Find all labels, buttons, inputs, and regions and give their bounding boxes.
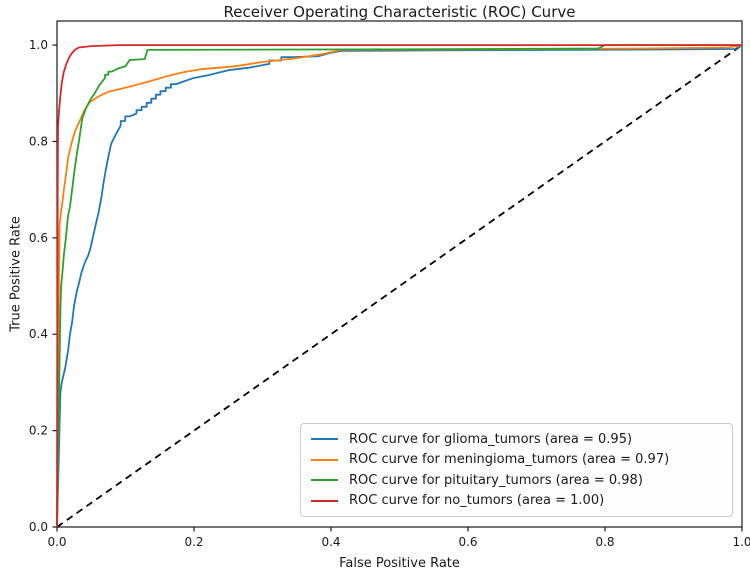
legend-line-sample bbox=[311, 479, 338, 482]
chance-diagonal-line bbox=[56, 44, 743, 528]
legend-label: ROC curve for glioma_tumors (area = 0.95… bbox=[349, 431, 633, 447]
legend-line-sample bbox=[311, 438, 338, 441]
legend-item-no-tumor: ROC curve for no_tumors (area = 1.00) bbox=[311, 493, 722, 508]
legend-label: ROC curve for pituitary_tumors (area = 0… bbox=[349, 472, 643, 488]
x-tick-label: 0.8 bbox=[595, 535, 614, 549]
y-tick-label: 0.8 bbox=[29, 134, 48, 148]
legend-label: ROC curve for no_tumors (area = 1.00) bbox=[349, 493, 605, 509]
x-tick-label: 0.6 bbox=[458, 535, 477, 549]
legend-line-sample bbox=[311, 458, 338, 461]
chart-title: Receiver Operating Characteristic (ROC) … bbox=[223, 3, 576, 21]
legend-label: ROC curve for meningioma_tumors (area = … bbox=[349, 452, 670, 468]
x-axis-label: False Positive Rate bbox=[339, 556, 460, 571]
legend-item-glioma: ROC curve for glioma_tumors (area = 0.95… bbox=[311, 432, 722, 447]
y-tick-label: 0.4 bbox=[29, 327, 48, 341]
y-tick-label: 0.6 bbox=[29, 231, 48, 245]
x-tick-label: 1.0 bbox=[732, 535, 750, 549]
roc-curve-meningioma_tumors bbox=[56, 44, 743, 528]
x-tick-label: 0.4 bbox=[321, 535, 340, 549]
y-tick-label: 0.2 bbox=[29, 424, 48, 438]
legend-item-pituitary: ROC curve for pituitary_tumors (area = 0… bbox=[311, 473, 722, 488]
y-tick-label: 0.0 bbox=[29, 520, 48, 534]
legend-line-sample bbox=[311, 499, 338, 502]
x-tick-label: 0.0 bbox=[47, 535, 66, 549]
roc-curve-pituitary_tumors bbox=[56, 44, 742, 528]
roc-curve-no_tumors bbox=[56, 44, 742, 528]
legend: ROC curve for glioma_tumors (area = 0.95… bbox=[300, 423, 733, 517]
legend-item-meningioma: ROC curve for meningioma_tumors (area = … bbox=[311, 452, 722, 467]
x-tick-label: 0.2 bbox=[184, 535, 203, 549]
y-tick-label: 1.0 bbox=[29, 38, 48, 52]
y-axis-label: True Positive Rate bbox=[8, 216, 24, 332]
